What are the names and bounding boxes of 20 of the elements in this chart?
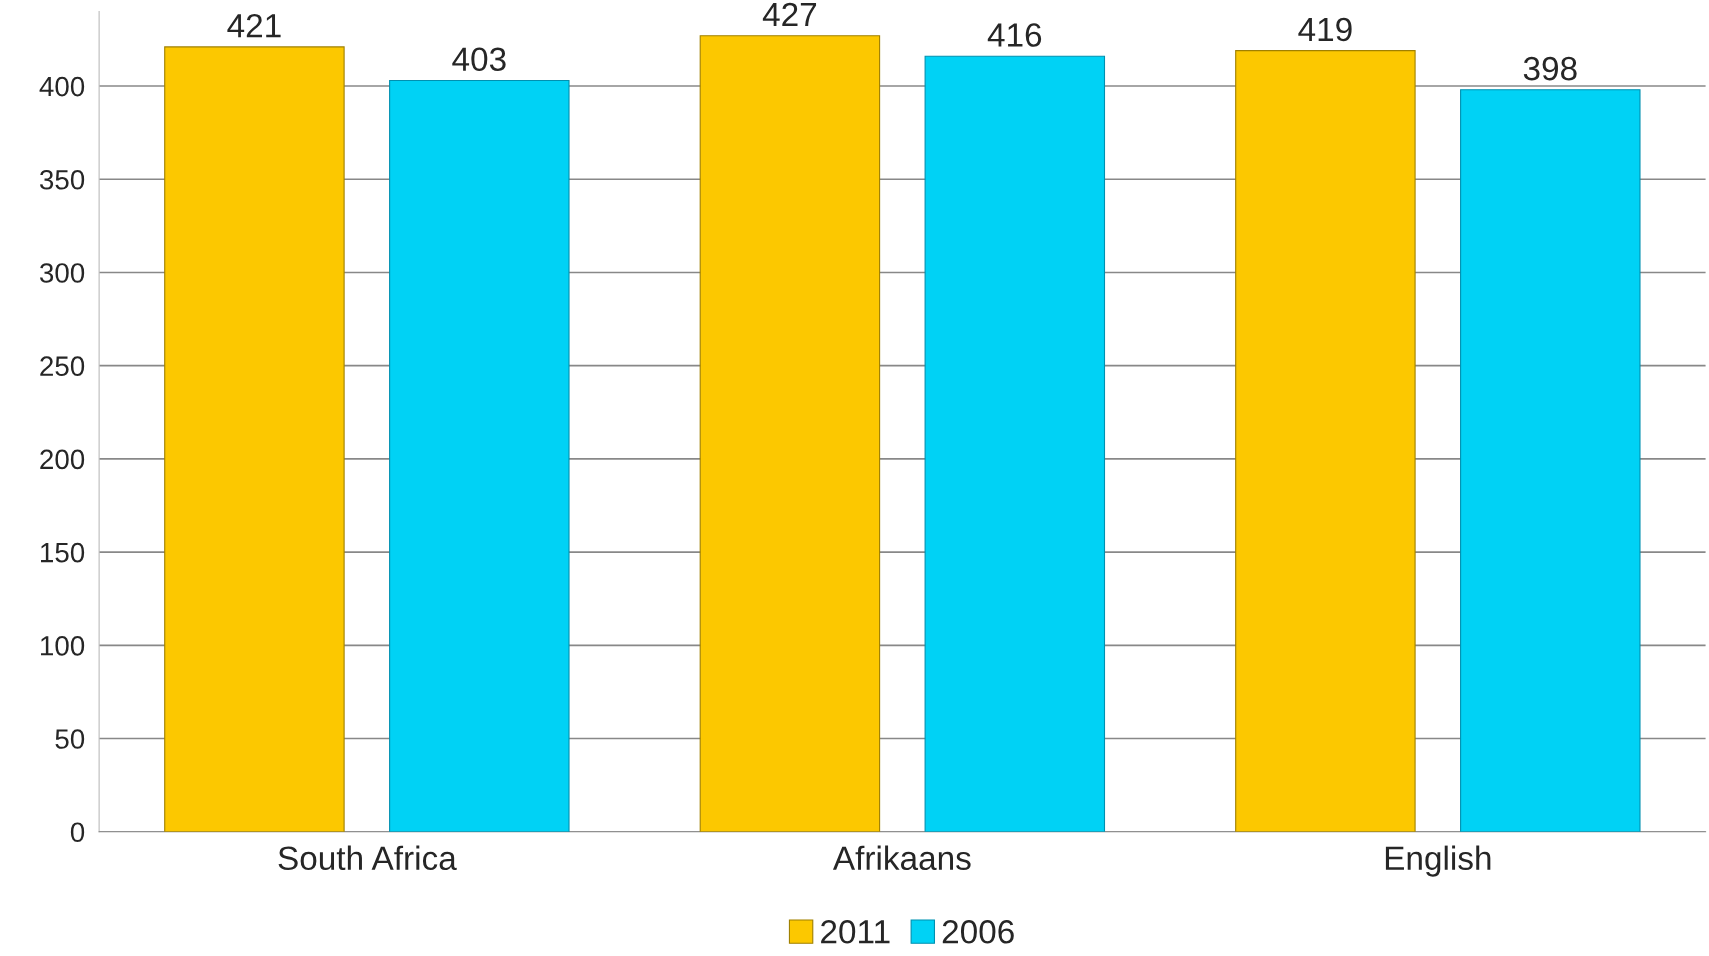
legend-label: 2006 — [942, 920, 1014, 944]
data-label: 416 — [987, 23, 1042, 47]
y-tick-label: 200 — [40, 449, 85, 470]
data-label: 419 — [1298, 17, 1352, 42]
x-tick-label: South Africa — [278, 845, 457, 871]
legend-label: 2011 — [821, 920, 890, 944]
data-label: 421 — [227, 13, 281, 38]
y-tick-label: 300 — [39, 263, 85, 283]
y-tick-label: 0 — [70, 822, 85, 843]
y-tick-label: 150 — [41, 542, 85, 563]
x-tick-label: Afrikaans — [832, 845, 971, 871]
data-label: 403 — [452, 47, 506, 72]
y-tick-label: 50 — [55, 729, 85, 749]
data-label: 398 — [1523, 56, 1577, 81]
y-tick-label: 400 — [39, 76, 85, 97]
y-tick-label: 250 — [40, 356, 85, 377]
y-tick-label: 350 — [39, 169, 85, 190]
data-label: 427 — [762, 2, 817, 27]
x-tick-label: English — [1385, 845, 1491, 877]
y-tick-label: 100 — [41, 635, 85, 656]
